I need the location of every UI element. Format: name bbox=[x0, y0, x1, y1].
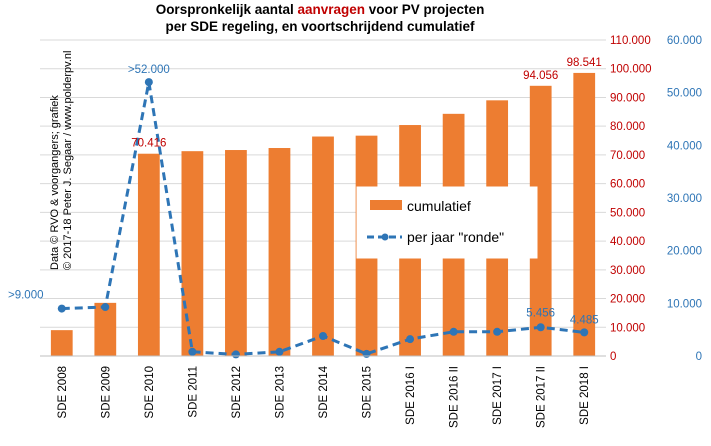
left-axis-tick-label: 10.000 bbox=[610, 322, 645, 334]
category-label: SDE 2010 bbox=[144, 366, 156, 418]
category-label: SDE 2009 bbox=[100, 366, 112, 418]
line-point bbox=[319, 331, 327, 340]
line-point bbox=[188, 347, 197, 356]
category-label: SDE 2018 I bbox=[579, 366, 591, 425]
title-line1-highlight: aanvragen bbox=[297, 2, 365, 17]
watermark: Data © RVO & voorgangers; grafiek © 2017… bbox=[49, 51, 74, 270]
category-label: SDE 2014 bbox=[318, 365, 330, 418]
line-point bbox=[406, 335, 415, 344]
right-y-axis: 0 10.000 20.000 30.000 40.000 50.000 60.000 bbox=[667, 35, 702, 363]
line-series-per-jaar bbox=[57, 78, 589, 359]
bar-data-label: 70.416 bbox=[131, 138, 166, 150]
category-label: SDE 2016 II bbox=[449, 366, 461, 428]
line-data-label: >52.000 bbox=[128, 64, 170, 76]
line-point bbox=[275, 347, 284, 356]
x-axis-categories: SDE 2008 SDE 2009 SDE 2010 SDE 2011 SDE 2012… bbox=[40, 355, 606, 428]
legend-label-cumulatief: cumulatief bbox=[407, 198, 471, 214]
right-axis-tick-label: 20.000 bbox=[667, 246, 702, 258]
line-point bbox=[231, 350, 240, 359]
bar bbox=[268, 148, 291, 356]
bar bbox=[137, 153, 160, 356]
title-line2: per SDE regeling, en voortschrijdend cum… bbox=[165, 19, 475, 34]
left-axis-tick-label: 20.000 bbox=[610, 294, 645, 306]
category-label: SDE 2015 bbox=[362, 366, 374, 418]
right-axis-tick-label: 0 bbox=[696, 351, 702, 363]
right-axis-tick-label: 30.000 bbox=[667, 193, 702, 205]
right-axis-tick-label: 40.000 bbox=[667, 140, 702, 152]
watermark-line2: © 2017-18 Peter J. Segaar / www.polderpv… bbox=[62, 51, 74, 270]
right-axis-tick-label: 60.000 bbox=[667, 35, 702, 47]
category-label: SDE 2016 I bbox=[405, 366, 417, 425]
bar bbox=[225, 150, 247, 356]
legend-label-per-jaar: per jaar "ronde" bbox=[407, 229, 504, 245]
title-line1-end: voor PV projecten bbox=[365, 2, 484, 17]
right-axis-tick-label: 10.000 bbox=[667, 298, 702, 310]
left-axis-tick-label: 0 bbox=[610, 351, 616, 363]
left-axis-tick-label: 30.000 bbox=[610, 265, 645, 277]
left-axis-tick-label: 70.000 bbox=[610, 150, 645, 162]
line-point bbox=[144, 78, 153, 87]
line-point bbox=[57, 304, 66, 313]
bar-data-label: 98.541 bbox=[567, 57, 602, 69]
category-label: SDE 2011 bbox=[187, 366, 199, 418]
line-data-label: 4.485 bbox=[570, 314, 599, 326]
chart-title: Oorspronkelijk aantal aanvragen voor PV … bbox=[156, 2, 485, 34]
line-point bbox=[493, 327, 502, 336]
right-axis-tick-label: 50.000 bbox=[667, 88, 702, 100]
category-label: SDE 2012 bbox=[231, 366, 243, 418]
watermark-line1: Data © RVO & voorgangers; grafiek bbox=[49, 95, 61, 270]
left-axis-tick-label: 50.000 bbox=[610, 207, 645, 219]
category-label: SDE 2017 II bbox=[536, 366, 548, 428]
category-label: SDE 2017 I bbox=[492, 366, 504, 425]
data-labels: 70.416 94.056 98.541 >9.000 >52.000 5.456 4.48… bbox=[8, 57, 602, 326]
legend: cumulatief per jaar "ronde" bbox=[356, 186, 538, 259]
svg-text:Oorspronkelijk aantal aanvrag: Oorspronkelijk aantal aanvragen voor PV … bbox=[156, 2, 485, 17]
line-point bbox=[536, 323, 545, 332]
legend-line-marker bbox=[381, 233, 389, 241]
left-axis-tick-label: 110.000 bbox=[610, 35, 651, 47]
line-point bbox=[580, 328, 589, 337]
left-y-axis: 0 10.000 20.000 30.000 40.000 50.000 60.000 70.… bbox=[610, 35, 652, 363]
title-line1-start: Oorspronkelijk aantal bbox=[156, 2, 298, 17]
line-data-label: >9.000 bbox=[8, 290, 44, 302]
left-axis-tick-label: 90.000 bbox=[610, 92, 645, 104]
line-point bbox=[449, 327, 458, 336]
bar bbox=[181, 151, 204, 356]
category-label: SDE 2013 bbox=[274, 366, 286, 418]
legend-box bbox=[356, 186, 538, 259]
bar bbox=[94, 302, 117, 356]
legend-bar-swatch bbox=[370, 200, 402, 210]
category-label: SDE 2008 bbox=[57, 366, 69, 418]
line-point bbox=[101, 303, 110, 312]
bar bbox=[573, 72, 596, 356]
line-data-label: 5.456 bbox=[526, 307, 555, 319]
bar bbox=[529, 85, 552, 356]
line-point bbox=[362, 349, 371, 358]
left-axis-tick-label: 80.000 bbox=[610, 121, 645, 133]
bar-data-label: 94.056 bbox=[523, 70, 558, 82]
bar bbox=[312, 136, 334, 356]
left-axis-tick-label: 40.000 bbox=[610, 236, 645, 248]
bar bbox=[50, 330, 73, 356]
left-axis-tick-label: 60.000 bbox=[610, 179, 645, 191]
left-axis-tick-label: 100.000 bbox=[610, 64, 652, 76]
